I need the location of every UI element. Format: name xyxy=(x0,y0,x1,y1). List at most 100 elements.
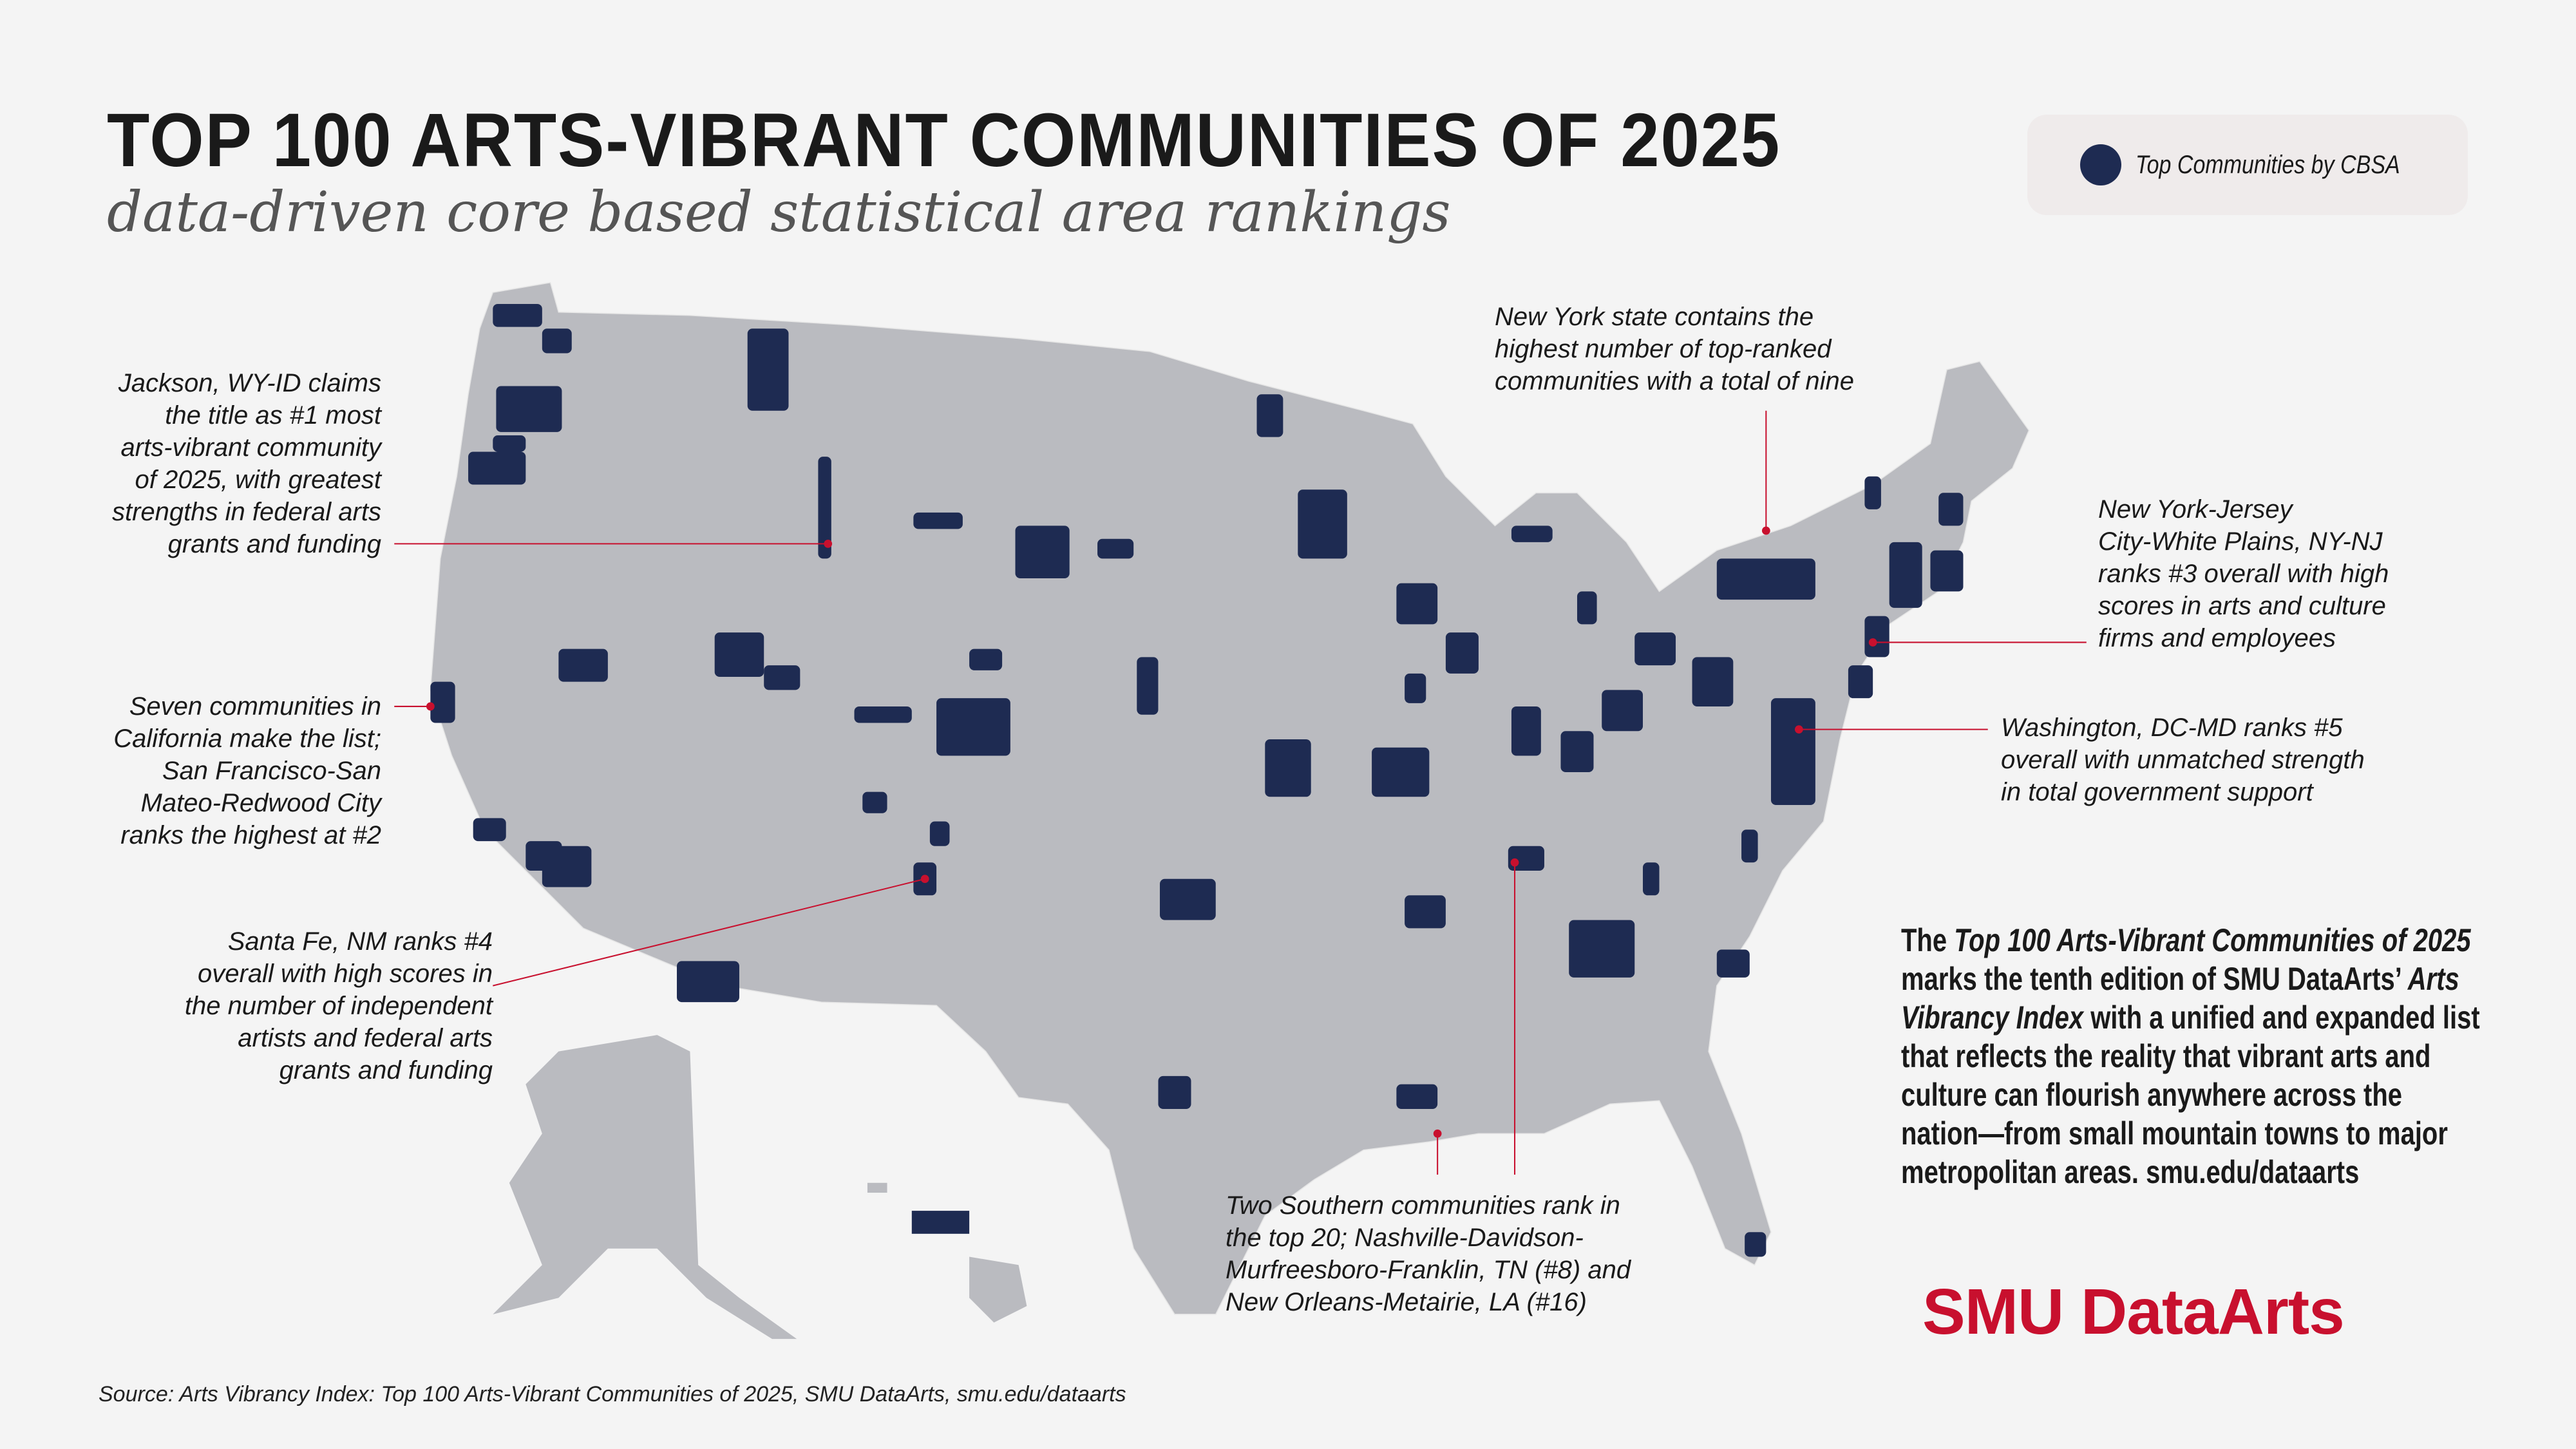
annotation-line: ranks the highest at #2 xyxy=(120,821,381,849)
top-community-area xyxy=(1158,1075,1191,1109)
annotation-line: Two Southern communities rank in xyxy=(1226,1191,1620,1220)
top-community-area xyxy=(1848,665,1873,699)
marker-nashville xyxy=(1510,858,1519,867)
top-community-area xyxy=(1930,550,1964,592)
top-community-area xyxy=(913,512,963,529)
top-community-area xyxy=(1602,690,1643,732)
top-community-area xyxy=(1716,949,1750,978)
page-title: TOP 100 ARTS-VIBRANT COMMUNITIES OF 2025 xyxy=(107,98,1781,183)
alaska-landmass xyxy=(493,1035,797,1340)
annotation-line: overall with high scores in xyxy=(198,960,493,988)
annotation-line: California make the list; xyxy=(113,724,381,753)
description-index-italic: Arts xyxy=(2407,961,2459,997)
annotation-line: New York state contains the xyxy=(1495,303,1814,331)
annotation-line: artists and federal arts xyxy=(238,1024,493,1052)
top-community-area xyxy=(1634,632,1676,666)
annotation-line: Mateo-Redwood City xyxy=(140,789,382,817)
hawaii-island xyxy=(911,1211,970,1234)
annotation-line: Seven communities in xyxy=(129,692,381,721)
top-community-area xyxy=(430,681,455,723)
top-community-area xyxy=(1256,394,1283,437)
top-community-area xyxy=(1298,489,1347,559)
top-community-area xyxy=(1508,846,1544,871)
top-community-area xyxy=(1741,829,1758,863)
annotation-line: the title as #1 most xyxy=(165,401,381,430)
legend-swatch-icon xyxy=(2080,144,2121,185)
annotation-line: the number of independent xyxy=(184,992,493,1020)
top-community-area xyxy=(1643,862,1660,896)
annotation-line: Jackson, WY-ID claims xyxy=(118,369,381,397)
top-community-area xyxy=(1716,558,1815,600)
top-community-area xyxy=(1745,1232,1766,1257)
annotation-line: New York-Jersey xyxy=(2098,495,2293,524)
annotation-line: of 2025, with greatest xyxy=(135,466,381,494)
top-community-areas xyxy=(430,303,1964,1257)
annotation-new-york-state: New York state contains the highest numbe… xyxy=(1495,301,1854,397)
description-text: marks the tenth edition of SMU DataArts’ xyxy=(1901,961,2408,997)
top-community-area xyxy=(473,818,506,842)
top-community-area xyxy=(1405,673,1426,703)
top-community-area xyxy=(747,328,789,411)
annotation-santa-fe: Santa Fe, NM ranks #4 overall with high s… xyxy=(185,925,493,1086)
top-community-area xyxy=(818,457,831,559)
description-paragraph: The Top 100 Arts-Vibrant Communities of … xyxy=(1901,921,2480,1191)
top-community-area xyxy=(1097,538,1134,559)
hawaii-island xyxy=(867,1182,887,1193)
top-community-area xyxy=(714,632,764,677)
annotation-line: firms and employees xyxy=(2098,624,2336,652)
annotation-line: Murfreesboro-Franklin, TN (#8) and xyxy=(1226,1256,1631,1284)
top-community-area xyxy=(496,386,562,432)
annotation-line: communities with a total of nine xyxy=(1495,367,1855,395)
top-community-area xyxy=(542,328,572,354)
annotation-line: the top 20; Nashville-Davidson- xyxy=(1226,1224,1584,1252)
annotation-california: Seven communities in California make the … xyxy=(113,690,381,851)
annotation-line: grants and funding xyxy=(279,1056,493,1084)
annotation-southern: Two Southern communities rank in the top … xyxy=(1226,1189,1631,1318)
annotation-line: Santa Fe, NM ranks #4 xyxy=(227,927,493,956)
top-community-area xyxy=(969,649,1003,670)
annotation-line: highest number of top-ranked xyxy=(1495,335,1832,363)
top-community-area xyxy=(1372,747,1430,797)
description-text: that reflects the reality that vibrant a… xyxy=(1901,1038,2431,1074)
annotation-line: ranks #3 overall with high xyxy=(2098,560,2389,588)
top-community-area xyxy=(526,841,562,871)
top-community-area xyxy=(1445,632,1479,674)
top-community-area xyxy=(558,649,608,682)
top-community-area xyxy=(1560,731,1594,772)
top-community-area xyxy=(1405,895,1446,929)
legend-label: Top Communities by CBSA xyxy=(2136,150,2400,179)
description-text: The xyxy=(1901,922,1955,958)
hawaii-landmass xyxy=(969,1256,1027,1323)
top-community-area xyxy=(1511,706,1541,756)
annotation-washington: Washington, DC-MD ranks #5 overall with u… xyxy=(2001,712,2365,808)
top-community-area xyxy=(1864,476,1881,509)
top-community-area xyxy=(493,303,542,327)
marker-jackson xyxy=(824,540,833,548)
marker-santa-fe xyxy=(920,875,929,884)
marker-new-orleans xyxy=(1433,1129,1442,1138)
top-community-area xyxy=(1396,1084,1438,1109)
annotation-jackson: Jackson, WY-ID claims the title as #1 mos… xyxy=(112,367,381,560)
top-community-area xyxy=(1771,698,1815,805)
marker-washington xyxy=(1794,725,1803,734)
description-text: metropolitan areas. smu.edu/dataarts xyxy=(1901,1154,2360,1190)
marker-new-york-jersey xyxy=(1868,638,1877,647)
description-title-italic: Top 100 Arts-Vibrant Communities of 2025 xyxy=(1954,922,2471,958)
top-community-area xyxy=(1692,657,1734,706)
top-community-area xyxy=(764,665,800,690)
description-text: with a unified and expanded list xyxy=(2083,999,2480,1036)
annotation-line: in total government support xyxy=(2001,778,2313,806)
map-legend: Top Communities by CBSA xyxy=(2027,115,2468,215)
top-community-area xyxy=(936,698,1010,756)
annotation-line: grants and funding xyxy=(167,530,381,558)
top-community-area xyxy=(854,706,912,723)
smu-dataarts-logo: SMU DataArts xyxy=(1922,1276,2345,1348)
top-community-area xyxy=(1569,920,1635,978)
annotation-line: New Orleans-Metairie, LA (#16) xyxy=(1226,1288,1587,1316)
leader-line-santa-fe xyxy=(493,878,925,987)
top-community-area xyxy=(929,821,950,846)
source-note: Source: Arts Vibrancy Index: Top 100 Art… xyxy=(99,1382,1126,1406)
annotation-line: strengths in federal arts xyxy=(112,498,381,526)
top-community-area xyxy=(468,451,526,485)
